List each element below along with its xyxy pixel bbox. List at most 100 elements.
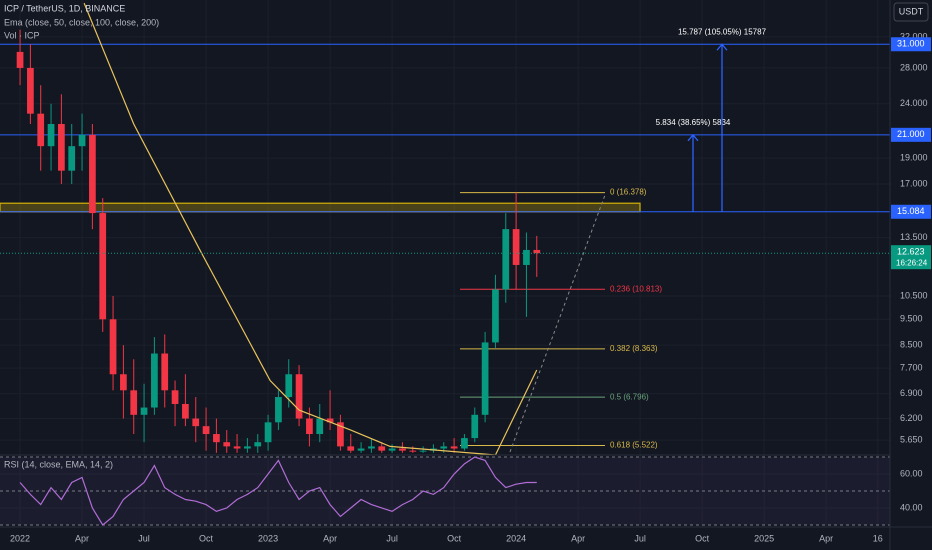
candle-body bbox=[368, 446, 375, 449]
candle-body bbox=[357, 448, 365, 451]
candle-body bbox=[378, 446, 386, 451]
measure-head bbox=[687, 133, 699, 142]
rsi-pane bbox=[0, 456, 890, 526]
x-tick-label: Apr bbox=[75, 533, 89, 543]
candle-body bbox=[254, 442, 262, 447]
candle-body bbox=[99, 213, 107, 320]
fib-label: 0.618 (5.522) bbox=[610, 441, 658, 450]
y-tick-label: 6.200 bbox=[900, 413, 923, 423]
candle-body bbox=[481, 342, 489, 415]
candle-body bbox=[285, 374, 293, 398]
x-tick-label: 2025 bbox=[754, 533, 774, 543]
y-tick-label: 7.700 bbox=[900, 363, 923, 373]
candle-body bbox=[450, 446, 458, 449]
y-tick-label: 8.500 bbox=[900, 340, 923, 350]
candle-body bbox=[533, 249, 541, 254]
candle-body bbox=[47, 124, 55, 147]
candle-body bbox=[130, 390, 138, 415]
candle-body bbox=[337, 422, 344, 447]
candle-body bbox=[264, 422, 272, 443]
candle-body bbox=[171, 390, 179, 404]
y-tick-label: 13.500 bbox=[900, 232, 928, 242]
candle-body bbox=[16, 51, 24, 68]
candle-body bbox=[27, 67, 34, 114]
candle-body bbox=[213, 434, 220, 443]
candle-body bbox=[233, 446, 241, 449]
x-tick-label: Oct bbox=[199, 533, 214, 543]
rsi-label: RSI (14, close, EMA, 14, 2) bbox=[4, 459, 113, 469]
candle-body bbox=[326, 418, 334, 423]
currency-button[interactable] bbox=[893, 2, 929, 22]
y-tick-label: 10.500 bbox=[900, 290, 928, 300]
x-tick-label: Oct bbox=[447, 533, 462, 543]
candle-body bbox=[295, 374, 303, 419]
level-label: 15.084 bbox=[897, 206, 925, 216]
candle-body bbox=[58, 124, 65, 171]
candle-body bbox=[471, 414, 479, 439]
x-tick-label: 16 bbox=[873, 533, 883, 543]
x-tick-label: Apr bbox=[571, 533, 585, 543]
candle-body bbox=[120, 374, 127, 391]
x-tick-label: 2022 bbox=[10, 533, 30, 543]
candle-body bbox=[78, 134, 86, 147]
candle-body bbox=[512, 229, 520, 265]
fib-label: 0 (16.378) bbox=[610, 188, 647, 197]
fib-label: 0.236 (10.813) bbox=[610, 284, 662, 293]
candle-body bbox=[161, 353, 169, 391]
indicator-label: Vol · ICP bbox=[4, 30, 40, 40]
y-tick-label: 17.000 bbox=[900, 178, 928, 188]
candle-body bbox=[140, 407, 148, 415]
level-tag bbox=[891, 204, 931, 219]
grid bbox=[0, 0, 890, 527]
candle-body bbox=[440, 446, 448, 449]
candle-body bbox=[461, 438, 468, 449]
level-tag bbox=[891, 37, 931, 52]
candle-body bbox=[192, 418, 200, 427]
candle-body bbox=[502, 229, 510, 290]
candle-body bbox=[409, 450, 417, 452]
last-price-tag bbox=[891, 245, 931, 270]
candle-body bbox=[223, 442, 231, 447]
x-tick-label: Jul bbox=[634, 533, 646, 543]
level-label: 21.000 bbox=[897, 129, 925, 139]
candle-body bbox=[492, 289, 499, 343]
ema-line bbox=[83, 2, 538, 455]
candle-body bbox=[523, 249, 530, 265]
x-tick-label: Jul bbox=[386, 533, 398, 543]
rsi-tick-label: 40.00 bbox=[900, 502, 923, 512]
candle-body bbox=[275, 397, 282, 423]
candle-body bbox=[419, 450, 427, 452]
trend-line bbox=[509, 194, 606, 453]
candle-body bbox=[316, 418, 324, 435]
x-tick-label: 2023 bbox=[258, 533, 278, 543]
x-tick-label: 2024 bbox=[506, 533, 526, 543]
candle-body bbox=[37, 113, 45, 147]
y-tick-label: 32.000 bbox=[900, 31, 928, 41]
labels: ICP / TetherUS, 1D, BINANCE Ema (close, … bbox=[4, 2, 929, 469]
countdown: 16:26:24 bbox=[896, 258, 928, 267]
last-price-label: 12.623 bbox=[897, 247, 925, 257]
x-tick-label: Apr bbox=[323, 533, 337, 543]
rsi-tick-label: 60.00 bbox=[900, 468, 923, 478]
currency-label[interactable]: USDT bbox=[899, 6, 924, 16]
y-tick-label: 5.650 bbox=[900, 435, 923, 445]
y-tick-label: 9.500 bbox=[900, 314, 923, 324]
level-tag bbox=[891, 127, 931, 142]
chart-title: ICP / TetherUS, 1D, BINANCE bbox=[4, 3, 125, 13]
x-tick-label: Oct bbox=[695, 533, 710, 543]
supply-zone bbox=[0, 202, 641, 213]
measure-label: 15.787 (105.05%) 15787 bbox=[678, 27, 767, 36]
axes: 2022 Apr Jul Oct 2023 Apr Jul Oct 2024 Apr Jul Oct 2… bbox=[10, 31, 931, 543]
candle-body bbox=[151, 353, 158, 408]
candle-body bbox=[109, 319, 117, 375]
candle-body bbox=[347, 446, 355, 451]
y-tick-label: 24.000 bbox=[900, 98, 928, 108]
candle-body bbox=[68, 146, 76, 171]
x-tick-label: Jul bbox=[138, 533, 150, 543]
measure-head bbox=[716, 43, 728, 51]
candle-body bbox=[182, 403, 189, 419]
indicator-label: Ema (close, 50, close, 100, close, 200) bbox=[4, 17, 159, 27]
y-tick-label: 19.000 bbox=[900, 152, 928, 162]
y-tick-label: 6.900 bbox=[900, 388, 923, 398]
